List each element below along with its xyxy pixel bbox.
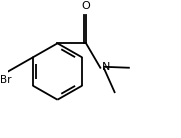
Text: O: O (82, 1, 90, 11)
Text: N: N (102, 62, 111, 72)
Text: Br: Br (0, 75, 12, 85)
